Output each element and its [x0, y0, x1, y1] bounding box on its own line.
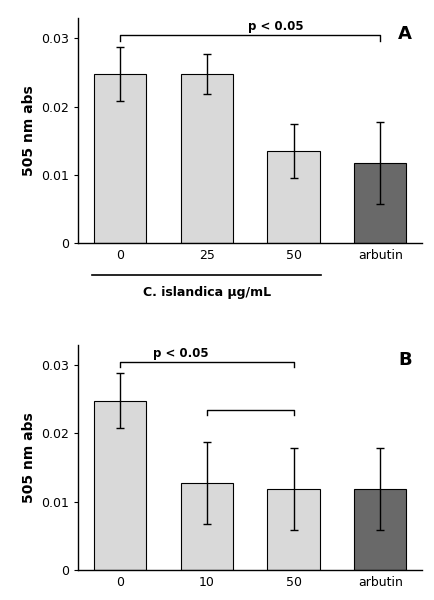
- Bar: [353, 490, 405, 570]
- Y-axis label: 505 nm abs: 505 nm abs: [22, 412, 36, 503]
- Text: p < 0.05: p < 0.05: [248, 20, 303, 33]
- Y-axis label: 505 nm abs: 505 nm abs: [22, 85, 36, 176]
- Bar: [353, 163, 405, 244]
- Bar: [267, 151, 319, 244]
- Text: A: A: [397, 25, 411, 43]
- Bar: [94, 401, 146, 570]
- Bar: [180, 482, 232, 570]
- Bar: [94, 74, 146, 244]
- Text: C. islandica μg/mL: C. islandica μg/mL: [142, 286, 270, 299]
- Bar: [267, 490, 319, 570]
- Bar: [180, 74, 232, 244]
- Text: B: B: [397, 352, 411, 370]
- Text: p < 0.05: p < 0.05: [152, 347, 208, 360]
